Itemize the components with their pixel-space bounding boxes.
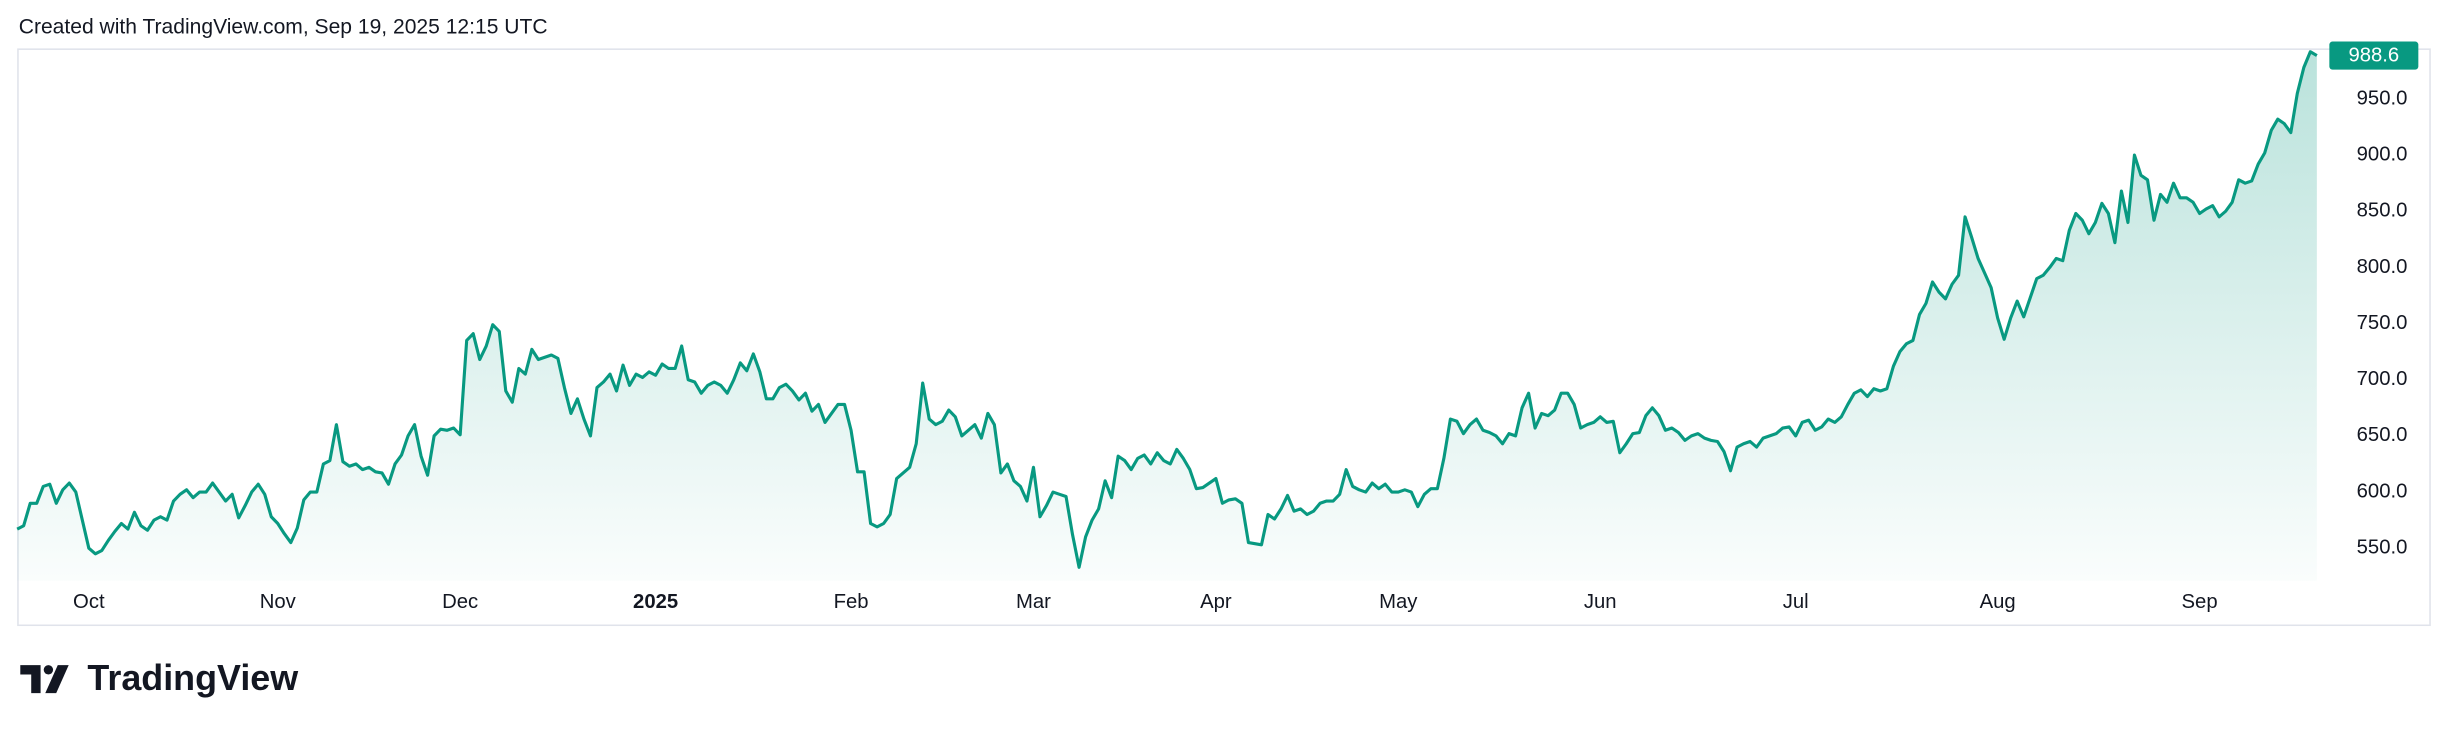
x-tick-label: Feb bbox=[834, 591, 869, 613]
x-tick-label: 2025 bbox=[633, 591, 678, 613]
x-tick-label: Jun bbox=[1584, 591, 1617, 613]
y-tick-label: 600.0 bbox=[2357, 480, 2408, 502]
y-tick-label: 700.0 bbox=[2357, 368, 2408, 390]
y-tick-label: 650.0 bbox=[2357, 424, 2408, 446]
area bbox=[17, 51, 2317, 581]
x-tick-label: Dec bbox=[442, 591, 478, 613]
x-tick-label: Oct bbox=[73, 591, 105, 613]
last-price-label: 988.6 bbox=[2348, 45, 2399, 67]
x-tick-label: Sep bbox=[2182, 591, 2218, 613]
price-line bbox=[16, 50, 2318, 569]
x-tick-label: Mar bbox=[1016, 591, 1051, 613]
last-price-badge bbox=[2329, 41, 2419, 70]
y-tick-label: 550.0 bbox=[2357, 537, 2408, 559]
y-tick-label: 900.0 bbox=[2357, 143, 2408, 165]
brand-name: TradingView bbox=[87, 658, 298, 698]
logo-icon bbox=[20, 665, 69, 694]
y-tick-label: 850.0 bbox=[2357, 200, 2408, 222]
header-text: Created with TradingView.com, Sep 19, 20… bbox=[19, 16, 548, 39]
x-tick-label: Aug bbox=[1980, 591, 2016, 613]
x-tick-label: May bbox=[1379, 591, 1418, 613]
x-tick-label: Nov bbox=[260, 591, 297, 613]
x-tick-label: Jul bbox=[1783, 591, 1809, 613]
chart-frame bbox=[17, 48, 2431, 627]
y-tick-label: 750.0 bbox=[2357, 312, 2408, 334]
x-tick-label: Apr bbox=[1200, 591, 1232, 613]
y-tick-label: 950.0 bbox=[2357, 87, 2408, 109]
y-tick-label: 800.0 bbox=[2357, 256, 2408, 278]
